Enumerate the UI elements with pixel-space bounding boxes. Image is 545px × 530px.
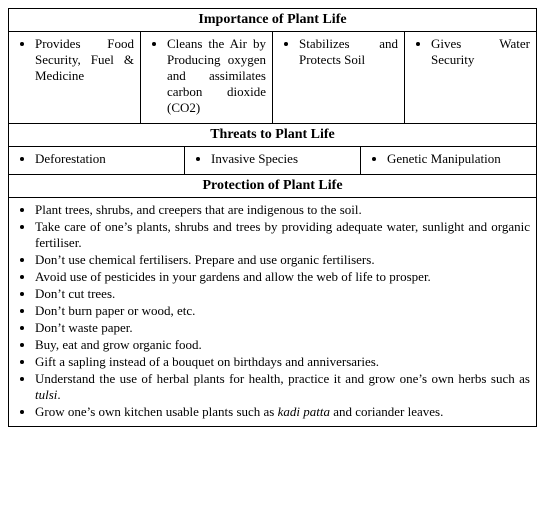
importance-header: Importance of Plant Life bbox=[9, 9, 537, 32]
threats-cell: Invasive Species bbox=[185, 147, 361, 175]
importance-item: Provides Food Security, Fuel & Medicine bbox=[35, 35, 134, 85]
threats-item: Deforestation bbox=[35, 150, 178, 168]
protection-item: Avoid use of pesticides in your gardens … bbox=[35, 268, 530, 285]
protection-item: Buy, eat and grow organic food. bbox=[35, 336, 530, 353]
importance-cell: Stabilizes and Protects Soil bbox=[273, 32, 405, 124]
protection-item: Grow one’s own kitchen usable plants suc… bbox=[35, 403, 530, 420]
protection-item: Understand the use of herbal plants for … bbox=[35, 370, 530, 403]
protection-cell: Plant trees, shrubs, and creepers that a… bbox=[9, 198, 537, 427]
importance-cell: Gives Water Security bbox=[405, 32, 537, 124]
importance-item: Cleans the Air by Producing oxygen and a… bbox=[167, 35, 266, 117]
plant-life-table: Importance of Plant Life Provides Food S… bbox=[8, 8, 537, 427]
threats-item: Invasive Species bbox=[211, 150, 354, 168]
threats-cell: Deforestation bbox=[9, 147, 185, 175]
importance-cell: Cleans the Air by Producing oxygen and a… bbox=[141, 32, 273, 124]
protection-header: Protection of Plant Life bbox=[9, 175, 537, 198]
protection-item: Gift a sapling instead of a bouquet on b… bbox=[35, 353, 530, 370]
protection-item: Plant trees, shrubs, and creepers that a… bbox=[35, 201, 530, 218]
protection-item: Don’t burn paper or wood, etc. bbox=[35, 302, 530, 319]
importance-item: Gives Water Security bbox=[431, 35, 530, 69]
threats-cell: Genetic Manipulation bbox=[361, 147, 537, 175]
threats-header: Threats to Plant Life bbox=[9, 124, 537, 147]
importance-cell: Provides Food Security, Fuel & Medicine bbox=[9, 32, 141, 124]
threats-item: Genetic Manipulation bbox=[387, 150, 530, 168]
importance-item: Stabilizes and Protects Soil bbox=[299, 35, 398, 69]
protection-item: Don’t cut trees. bbox=[35, 285, 530, 302]
protection-item: Don’t waste paper. bbox=[35, 319, 530, 336]
protection-list: Plant trees, shrubs, and creepers that a… bbox=[15, 201, 530, 420]
protection-item: Take care of one’s plants, shrubs and tr… bbox=[35, 218, 530, 251]
protection-item: Don’t use chemical fertilisers. Prepare … bbox=[35, 251, 530, 268]
